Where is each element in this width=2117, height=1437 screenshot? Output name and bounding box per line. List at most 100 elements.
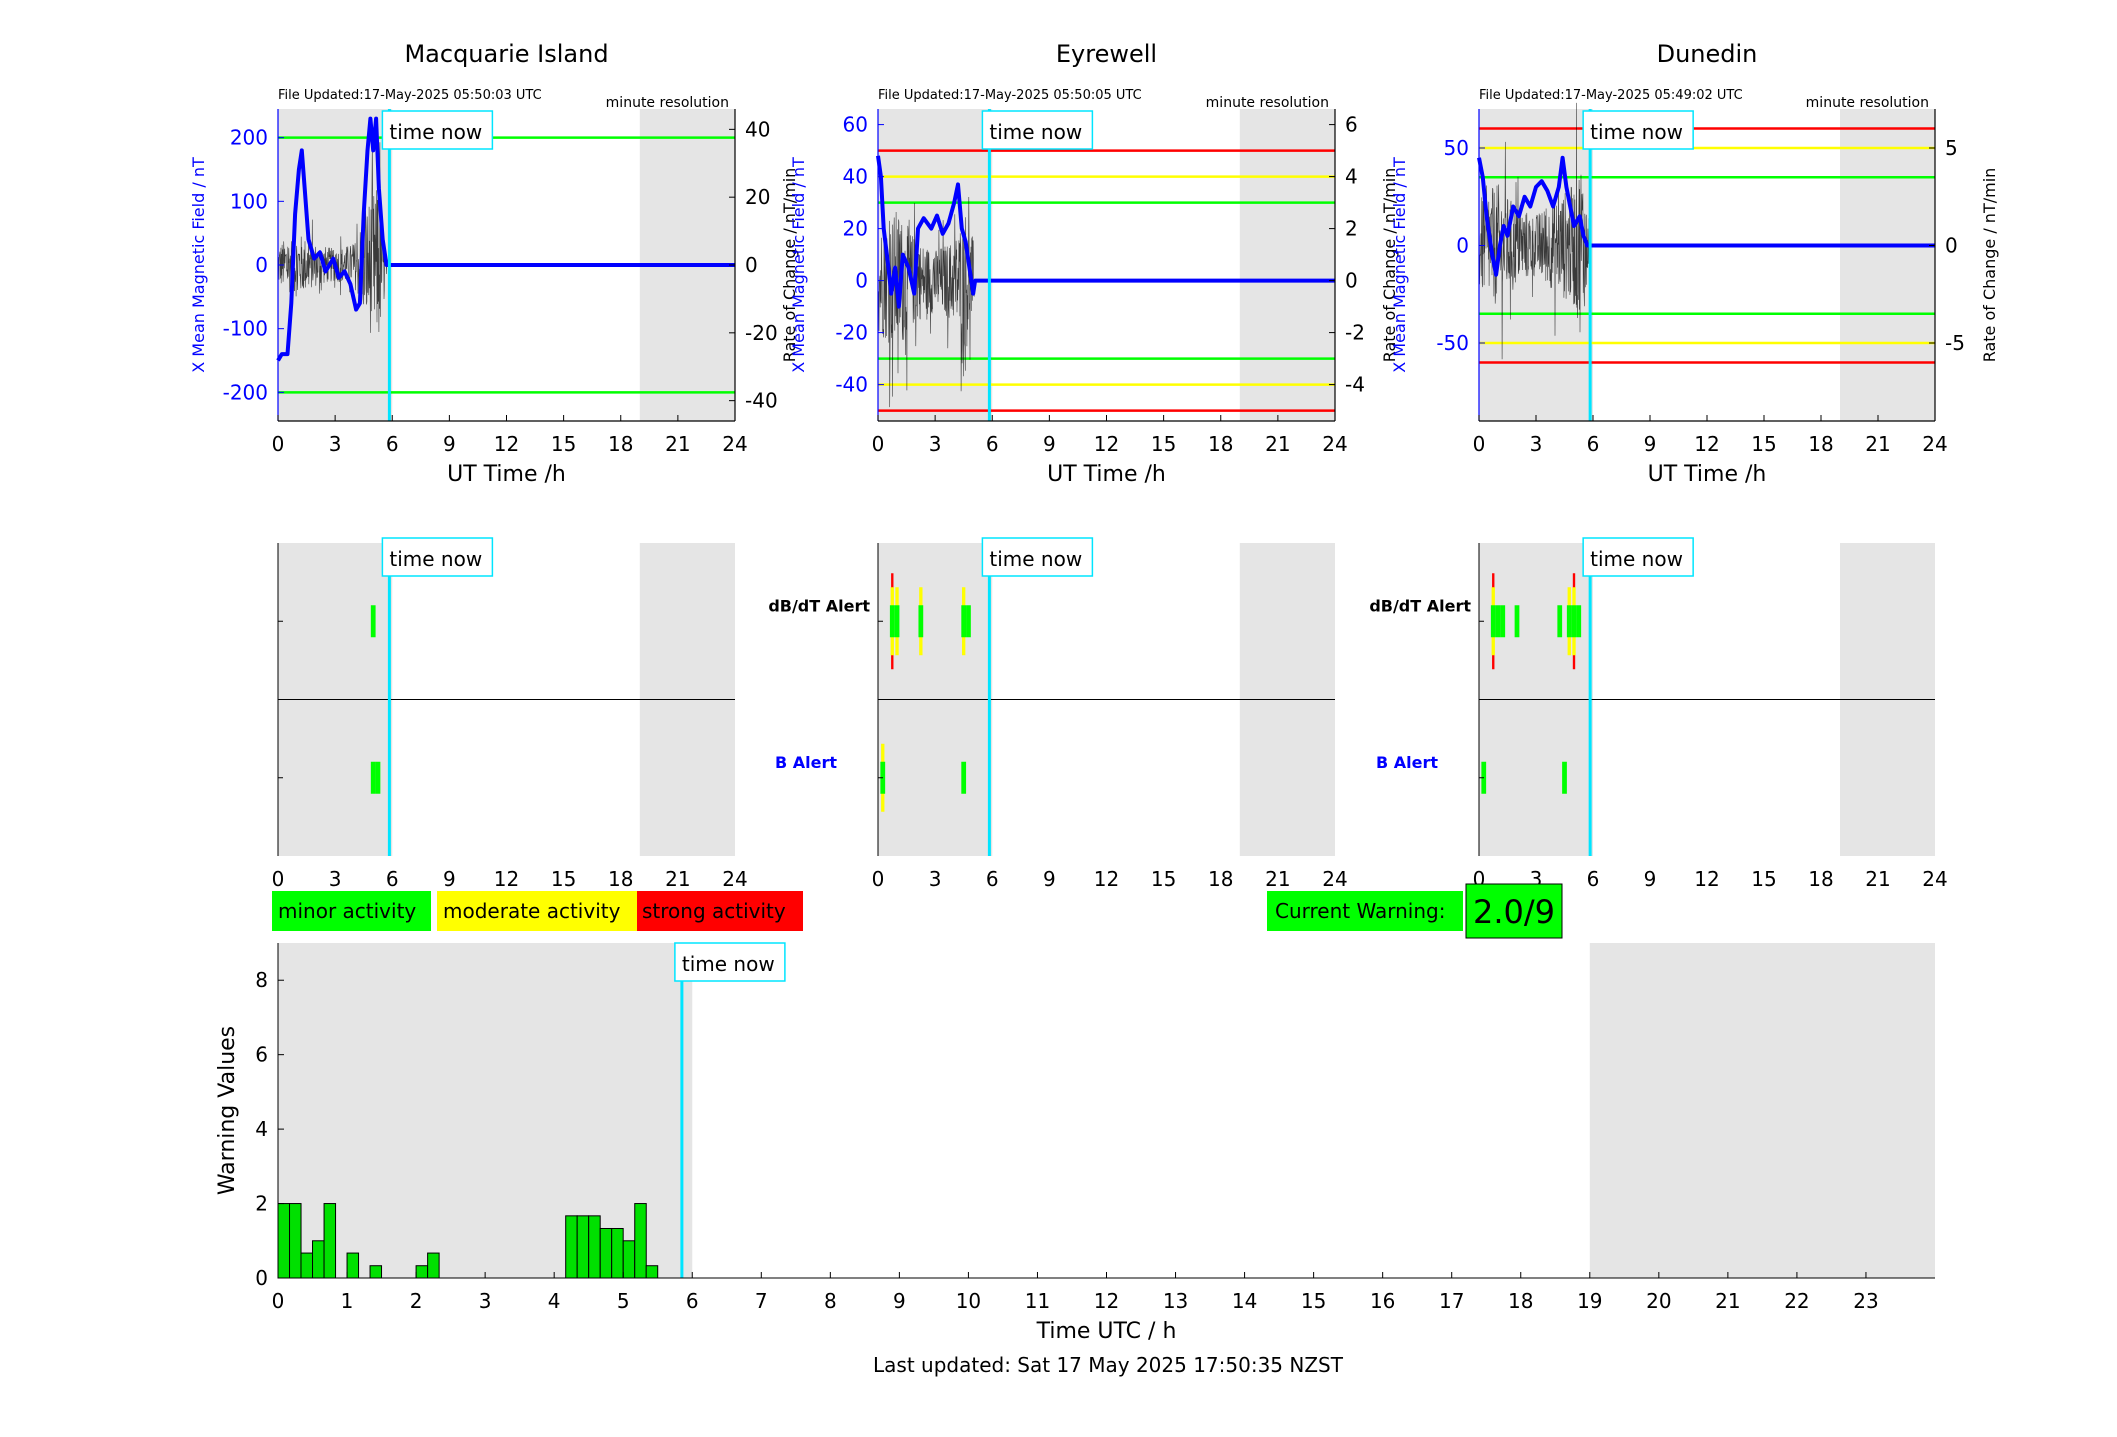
field-series xyxy=(1477,155,1935,277)
legend-moderate-label: moderate activity xyxy=(443,899,621,923)
x-axis-label: UT Time /h xyxy=(1648,462,1767,487)
activity-legend: minor activity moderate activity strong … xyxy=(272,891,803,931)
y-tick-label: 6 xyxy=(255,1043,268,1067)
shaded-region xyxy=(278,943,693,1278)
x-tick-label: 9 xyxy=(1043,432,1056,456)
right-tick-label: 0 xyxy=(745,253,758,277)
right-tick-label: -5 xyxy=(1945,331,1965,355)
left-tick-label: 0 xyxy=(1456,234,1469,258)
warning-bar xyxy=(427,1252,440,1279)
x-tick-label: 21 xyxy=(1865,432,1890,456)
x-tick-label: 9 xyxy=(1644,867,1657,891)
station-title: Dunedin xyxy=(1657,40,1758,68)
x-tick-label: 9 xyxy=(893,1289,906,1313)
dbdt-alert-minor-mark xyxy=(966,605,971,638)
x-tick-label: 2 xyxy=(410,1289,423,1313)
legend-minor-swatch xyxy=(272,891,431,931)
x-tick-label: 9 xyxy=(443,432,456,456)
x-tick-label: 13 xyxy=(1163,1289,1188,1313)
legend-strong-swatch xyxy=(637,891,803,931)
resolution-label: minute resolution xyxy=(606,95,729,111)
left-tick-label: -200 xyxy=(223,380,268,404)
x-tick-label: 10 xyxy=(956,1289,981,1313)
right-tick-label: 5 xyxy=(1945,136,1958,160)
x-tick-label: 21 xyxy=(1265,867,1290,891)
time-now-box xyxy=(381,110,494,150)
time-now-label: time now xyxy=(389,120,482,144)
warning-bar xyxy=(289,1203,302,1279)
current-warning-label-box xyxy=(1267,891,1463,931)
time-now-label: time now xyxy=(1590,547,1683,571)
left-tick-label: 20 xyxy=(843,217,868,241)
x-tick-label: 15 xyxy=(551,867,576,891)
warning-bar xyxy=(622,1240,636,1279)
dbdt-alert-minor-mark xyxy=(1566,605,1572,638)
warning-bar xyxy=(565,1215,578,1279)
warning-bar xyxy=(369,1265,383,1279)
left-tick-label: 0 xyxy=(255,253,268,277)
x-tick-label: 24 xyxy=(1922,867,1947,891)
x-tick-label: 18 xyxy=(1808,867,1833,891)
warning-bar xyxy=(415,1265,429,1279)
right-tick-label: 2 xyxy=(1345,217,1358,241)
x-tick-label: 12 xyxy=(494,432,519,456)
current-warning-value-box xyxy=(1465,883,1563,939)
station-title: Eyrewell xyxy=(1056,40,1157,68)
station-title: Macquarie Island xyxy=(404,40,608,68)
left-tick-label: -40 xyxy=(835,373,868,397)
x-tick-label: 3 xyxy=(929,432,942,456)
x-tick-label: 12 xyxy=(494,867,519,891)
warning-bar xyxy=(312,1240,325,1279)
x-tick-label: 6 xyxy=(386,432,399,456)
x-tick-label: 0 xyxy=(272,1289,285,1313)
legend-minor-label: minor activity xyxy=(278,899,416,923)
current-warning: Current Warning: 2.0/9 xyxy=(1267,883,1563,939)
x-tick-label: 24 xyxy=(722,432,747,456)
x-tick-label: 4 xyxy=(548,1289,561,1313)
x-tick-label: 5 xyxy=(617,1289,630,1313)
b-alert-label: B Alert xyxy=(1376,753,1438,772)
warning-bar xyxy=(346,1252,360,1279)
left-tick-label: 50 xyxy=(1444,136,1469,160)
x-tick-label: 24 xyxy=(1322,867,1347,891)
x-tick-label: 12 xyxy=(1094,432,1119,456)
b-alert-minor-mark xyxy=(1562,761,1567,794)
x-tick-label: 20 xyxy=(1646,1289,1671,1313)
b-alert-minor-mark xyxy=(375,761,381,794)
shaded-region xyxy=(1840,109,1935,421)
warning-bar xyxy=(323,1203,337,1279)
x-tick-label: 12 xyxy=(1694,432,1719,456)
y-tick-label: 0 xyxy=(255,1266,268,1290)
rate-of-change-series xyxy=(877,196,1335,408)
x-tick-label: 3 xyxy=(479,1289,492,1313)
x-tick-label: 15 xyxy=(551,432,576,456)
left-axis-label: X Mean Magnetic Field / nT xyxy=(1390,157,1409,373)
x-tick-label: 0 xyxy=(1473,432,1486,456)
x-tick-label: 18 xyxy=(1208,432,1233,456)
warning-bar xyxy=(645,1265,659,1279)
y-tick-label: 2 xyxy=(255,1192,268,1216)
y-axis-label: Warning Values xyxy=(215,1026,240,1195)
x-tick-label: 3 xyxy=(329,432,342,456)
x-tick-label: 12 xyxy=(1694,867,1719,891)
file-updated: File Updated:17-May-2025 05:50:05 UTC xyxy=(878,88,1142,103)
x-tick-label: 0 xyxy=(872,867,885,891)
x-tick-label: 11 xyxy=(1025,1289,1050,1313)
time-now-label: time now xyxy=(389,547,482,571)
time-now-label: time now xyxy=(1590,120,1683,144)
legend-moderate-swatch xyxy=(437,891,637,931)
x-tick-label: 9 xyxy=(1043,867,1056,891)
shaded-region xyxy=(1589,943,1935,1278)
x-tick-label: 6 xyxy=(1587,867,1600,891)
dbdt-alert-label: dB/dT Alert xyxy=(1369,596,1471,615)
x-tick-label: 18 xyxy=(1508,1289,1533,1313)
time-now-box xyxy=(674,942,786,982)
warning-bar xyxy=(599,1227,613,1279)
left-tick-label: -50 xyxy=(1436,331,1469,355)
y-tick-label: 4 xyxy=(255,1117,268,1141)
left-axis-label: X Mean Magnetic Field / nT xyxy=(789,157,808,373)
alert-panel-0: time now 0 3 6 9 12 15 18 21 24 xyxy=(272,537,748,891)
